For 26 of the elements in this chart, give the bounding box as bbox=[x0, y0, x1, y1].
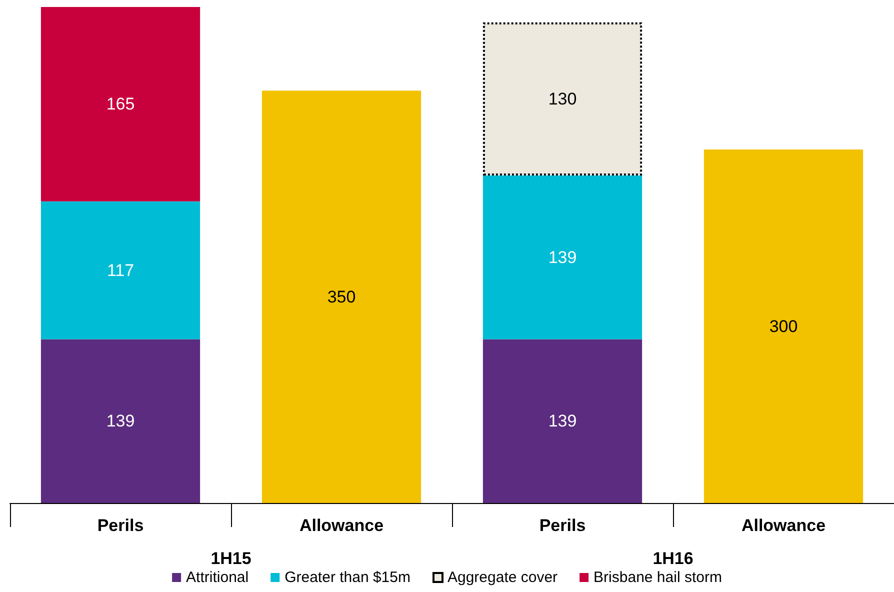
text: 1H15 bbox=[210, 549, 252, 568]
x-tick-label: Perils bbox=[97, 516, 144, 535]
x-tick-label: Perils bbox=[539, 516, 586, 535]
bar bbox=[482, 339, 642, 503]
data-label: 139 bbox=[548, 412, 577, 431]
data-label: 300 bbox=[769, 316, 798, 336]
legend-label: Brisbane hail storm bbox=[594, 569, 722, 586]
data-label: 139 bbox=[106, 412, 135, 431]
legend-label: Greater than $15m bbox=[284, 569, 410, 586]
data-label: 117 bbox=[106, 260, 134, 280]
bar bbox=[482, 175, 642, 340]
x-tick-label: Allowance bbox=[741, 516, 826, 535]
data-label: 165 bbox=[106, 94, 135, 114]
legend-label: Aggregate cover bbox=[447, 569, 558, 586]
bar bbox=[40, 201, 200, 340]
bar bbox=[704, 150, 864, 503]
bar bbox=[262, 90, 422, 503]
bar bbox=[40, 339, 200, 503]
data-label: 130 bbox=[548, 89, 577, 108]
text: 1H16 bbox=[652, 549, 694, 568]
legend-label: Attritional bbox=[186, 569, 249, 586]
data-label: 350 bbox=[327, 287, 356, 306]
data-label: 139 bbox=[548, 248, 577, 267]
bar bbox=[40, 7, 200, 202]
bar bbox=[482, 22, 642, 176]
x-tick-label: Allowance bbox=[299, 516, 384, 535]
